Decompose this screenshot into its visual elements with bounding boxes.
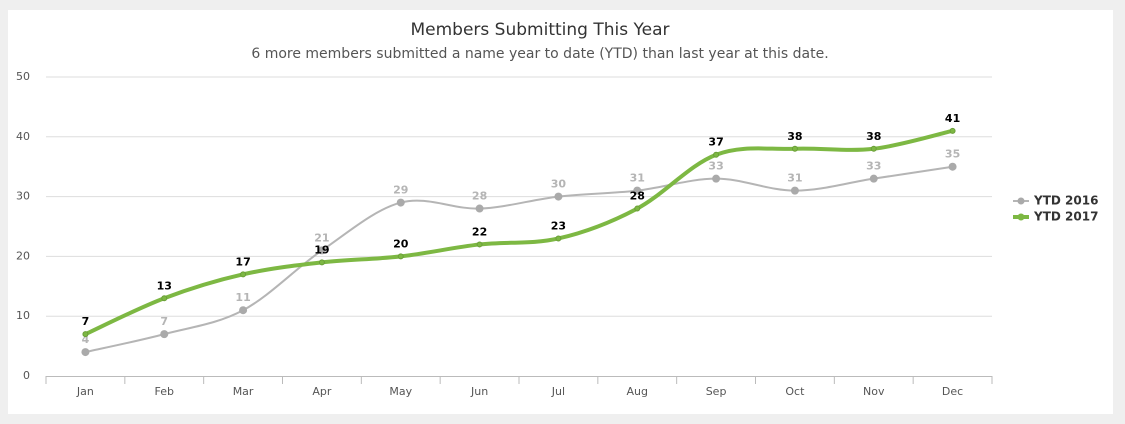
data-label: 28 <box>630 190 645 203</box>
data-point <box>633 186 642 195</box>
data-label: 20 <box>393 237 409 250</box>
x-tick-label: Aug <box>627 385 648 398</box>
x-tick-label: Apr <box>312 385 332 398</box>
y-tick-label: 20 <box>16 249 30 262</box>
data-point <box>713 151 720 158</box>
y-tick-label: 30 <box>16 190 30 203</box>
x-tick-label: Jul <box>551 385 565 398</box>
y-tick-label: 50 <box>16 70 30 83</box>
data-label: 13 <box>157 279 172 292</box>
data-point <box>870 145 877 152</box>
x-tick-label: Mar <box>233 385 254 398</box>
data-label: 7 <box>160 315 168 328</box>
data-point <box>239 306 248 315</box>
data-point <box>396 198 405 207</box>
data-point <box>790 186 799 195</box>
data-label: 29 <box>393 184 408 197</box>
data-point <box>82 331 89 338</box>
x-tick-label: Jan <box>76 385 94 398</box>
data-label: 33 <box>866 160 881 173</box>
data-label: 38 <box>787 130 802 143</box>
data-label: 23 <box>551 219 566 232</box>
data-label: 31 <box>630 172 645 185</box>
x-tick-label: Nov <box>863 385 885 398</box>
data-label: 19 <box>314 243 329 256</box>
y-tick-label: 10 <box>16 309 30 322</box>
data-point <box>160 330 169 339</box>
data-point <box>554 192 563 201</box>
data-point <box>791 145 798 152</box>
data-point <box>475 204 484 213</box>
data-point <box>555 235 562 242</box>
data-point <box>948 162 957 171</box>
data-label: 28 <box>472 190 487 203</box>
data-point <box>81 348 90 357</box>
data-point <box>869 174 878 183</box>
data-label: 17 <box>235 255 250 268</box>
data-point <box>476 241 483 248</box>
data-label: 11 <box>235 291 250 304</box>
y-tick-label: 0 <box>23 369 30 382</box>
data-label: 22 <box>472 225 487 238</box>
data-label: 37 <box>708 136 723 149</box>
data-label: 35 <box>945 148 960 161</box>
data-label: 21 <box>314 231 329 244</box>
panel <box>8 10 1113 414</box>
legend-marker <box>1017 197 1025 205</box>
data-label: 41 <box>945 112 960 125</box>
legend-marker <box>1017 213 1025 221</box>
x-tick-label: Dec <box>942 385 963 398</box>
data-label: 38 <box>866 130 881 143</box>
legend-label: YTD 2016 <box>1033 194 1098 208</box>
series-line <box>84 128 954 336</box>
data-point <box>634 205 641 212</box>
x-tick-label: May <box>389 385 412 398</box>
data-label: 7 <box>82 315 90 328</box>
data-point <box>712 174 721 183</box>
x-tick-label: Feb <box>155 385 174 398</box>
data-point <box>317 246 326 255</box>
data-label: 33 <box>708 160 723 173</box>
data-label: 30 <box>551 178 567 191</box>
data-label: 4 <box>82 333 90 346</box>
data-point <box>397 253 404 260</box>
y-tick-label: 40 <box>16 130 30 143</box>
x-tick-label: Jun <box>470 385 488 398</box>
x-tick-label: Sep <box>706 385 727 398</box>
data-point <box>949 127 956 134</box>
data-point <box>318 259 325 266</box>
data-point <box>161 295 168 302</box>
data-point <box>240 271 247 278</box>
chart-subtitle: 6 more members submitted a name year to … <box>251 46 828 62</box>
x-tick-label: Oct <box>785 385 805 398</box>
data-label: 31 <box>787 172 802 185</box>
chart-title: Members Submitting This Year <box>411 20 670 40</box>
legend-label: YTD 2017 <box>1033 210 1098 224</box>
